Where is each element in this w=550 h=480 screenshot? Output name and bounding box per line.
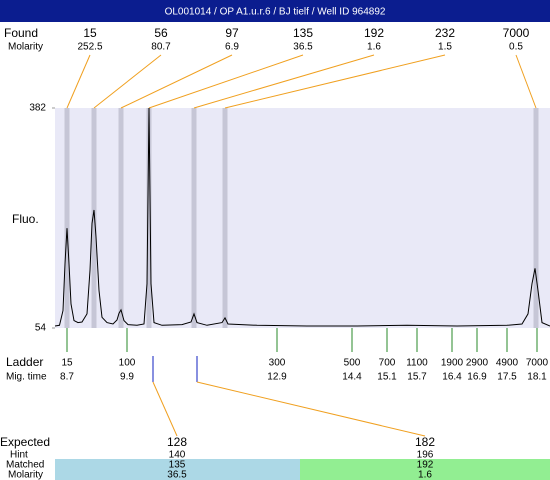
mig-time: 14.4 bbox=[342, 372, 362, 383]
matched-label: Matched bbox=[6, 460, 44, 471]
expected-size: 182 bbox=[415, 435, 435, 449]
peak-connector bbox=[93, 54, 162, 109]
peak-band bbox=[222, 108, 228, 328]
mig-time: 12.9 bbox=[267, 372, 287, 383]
title-bar bbox=[0, 0, 550, 22]
found-molarity: 80.7 bbox=[151, 42, 171, 53]
fluo-label: Fluo. bbox=[12, 212, 39, 226]
ladder-size: 1100 bbox=[406, 358, 428, 369]
mig-time: 15.1 bbox=[377, 372, 397, 383]
mig-time: 16.4 bbox=[442, 372, 462, 383]
expected-connector bbox=[196, 381, 426, 437]
molarity: 1.6 bbox=[418, 470, 432, 480]
hint: 140 bbox=[169, 450, 186, 461]
molarity-label: Molarity bbox=[8, 470, 43, 480]
expected-label: Expected bbox=[0, 435, 50, 449]
ladder-size: 300 bbox=[269, 358, 286, 369]
ladder-size: 500 bbox=[344, 358, 361, 369]
peak-band bbox=[118, 108, 124, 328]
found-size: 56 bbox=[154, 26, 168, 40]
found-molarity: 0.5 bbox=[509, 42, 523, 53]
peak-connector bbox=[120, 54, 233, 109]
mig-time: 17.5 bbox=[497, 372, 517, 383]
ladder-size: 1900 bbox=[441, 358, 464, 369]
found-size: 232 bbox=[435, 26, 455, 40]
y-tick-label: 54 bbox=[35, 323, 47, 334]
peak-connector bbox=[193, 54, 375, 109]
found-size: 15 bbox=[83, 26, 97, 40]
peak-connector bbox=[224, 54, 446, 109]
found-molarity: 6.9 bbox=[225, 42, 239, 53]
found-size: 7000 bbox=[503, 26, 530, 40]
mig-time: 8.7 bbox=[60, 372, 74, 383]
plot-area bbox=[55, 108, 550, 328]
matched: 192 bbox=[417, 460, 434, 471]
peak-connector bbox=[148, 54, 304, 109]
mig-time: 16.9 bbox=[467, 372, 487, 383]
peak-band bbox=[91, 108, 97, 328]
molarity-label: Molarity bbox=[8, 42, 43, 53]
expected-connector bbox=[152, 381, 178, 437]
ladder-size: 100 bbox=[119, 358, 136, 369]
found-molarity: 252.5 bbox=[77, 42, 102, 53]
peak-connector bbox=[66, 54, 91, 109]
ladder-size: 15 bbox=[61, 358, 73, 369]
found-size: 135 bbox=[293, 26, 313, 40]
hint: 196 bbox=[417, 450, 434, 461]
ladder-size: 7000 bbox=[526, 358, 549, 369]
y-tick-label: 382 bbox=[29, 103, 46, 114]
ladder-label: Ladder bbox=[6, 355, 43, 369]
found-molarity: 1.6 bbox=[367, 42, 381, 53]
found-molarity: 36.5 bbox=[293, 42, 313, 53]
peak-band bbox=[64, 108, 70, 328]
found-size: 192 bbox=[364, 26, 384, 40]
found-molarity: 1.5 bbox=[438, 42, 452, 53]
matched-band bbox=[300, 459, 550, 480]
found-size: 97 bbox=[225, 26, 239, 40]
ladder-size: 700 bbox=[379, 358, 396, 369]
peak-band bbox=[191, 108, 197, 328]
peak-band bbox=[533, 108, 539, 328]
mig-time: 18.1 bbox=[527, 372, 547, 383]
expected-size: 128 bbox=[167, 435, 187, 449]
mig-time: 9.9 bbox=[120, 372, 134, 383]
peak-band bbox=[146, 108, 152, 328]
found-label: Found bbox=[4, 26, 38, 40]
mig-time-label: Mig. time bbox=[6, 372, 47, 383]
ladder-size: 2900 bbox=[466, 358, 489, 369]
ladder-size: 4900 bbox=[496, 358, 519, 369]
trace bbox=[54, 107, 550, 327]
title: OL001014 / OP A1.u.r.6 / BJ tielf / Well… bbox=[165, 7, 386, 18]
matched: 135 bbox=[169, 460, 186, 471]
peak-connector bbox=[515, 54, 537, 109]
molarity: 36.5 bbox=[167, 470, 187, 480]
hint-label: Hint bbox=[10, 450, 28, 461]
mig-time: 15.7 bbox=[407, 372, 427, 383]
matched-band bbox=[55, 459, 300, 480]
